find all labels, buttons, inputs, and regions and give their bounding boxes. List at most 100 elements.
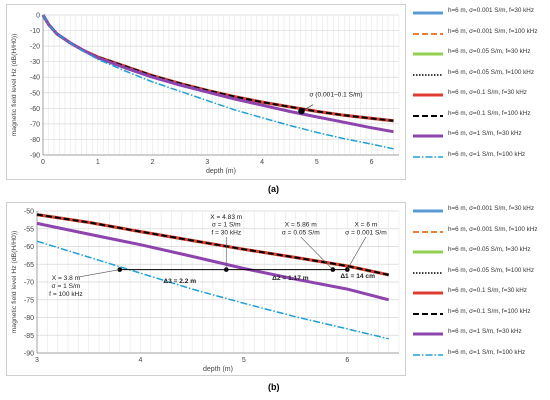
annotation-label: f = 30 kHz xyxy=(211,229,241,236)
legend-item-b: h=6 m, σ=0.001 S/m, f=100 kHz xyxy=(412,225,548,239)
annotation-label: X = 5.86 m xyxy=(285,222,318,229)
legend-swatch xyxy=(413,332,443,336)
legend-swatch xyxy=(413,11,443,15)
legend-label: h=6 m, σ=1 S/m, f=30 kHz xyxy=(448,130,522,137)
y-tick-label: -70 xyxy=(24,280,34,287)
annotation-label: X = 3.8 m xyxy=(52,275,81,282)
x-tick-label: 6 xyxy=(345,357,349,364)
legend-label: h=6 m, σ=0.05 S/m, f=30 kHz xyxy=(448,48,531,55)
legend-label: h=6 m, σ=0.001 S/m, f=30 kHz xyxy=(448,7,534,14)
y-tick-label: -40 xyxy=(30,75,40,82)
annotation-point-marker xyxy=(298,107,305,115)
legend-item-b: h=6 m, σ=1 S/m, f=30 kHz xyxy=(412,327,548,341)
panel-b: -50 -55 -60 -65 -70 -75 -80 -85 -90 3 4 5 6 depth (m)… xyxy=(0,200,550,400)
legend-swatch xyxy=(413,271,443,274)
legend-label: h=6 m, σ=0.05 S/m, f=100 kHz xyxy=(448,68,534,76)
legend-label: h=6 m, σ=0.1 S/m, f=30 kHz xyxy=(448,287,527,294)
x-tick-label: 5 xyxy=(315,159,319,166)
legend-swatch xyxy=(413,73,443,76)
data-point-marker xyxy=(223,267,229,272)
legend-item-a: h=6 m, σ=0.1 S/m, f=100 kHz xyxy=(412,109,548,123)
y-tick-label: -55 xyxy=(24,226,34,233)
legend-item-a: h=6 m, σ=0.1 S/m, f=30 kHz xyxy=(412,88,548,102)
legend-item-a: h=6 m, σ=0.001 S/m, f=30 kHz xyxy=(412,6,548,20)
annotation-label: Δ1 = 14 cm xyxy=(340,273,375,280)
y-tick-label: -80 xyxy=(24,315,34,322)
x-tick-label: 3 xyxy=(35,357,39,364)
legend-item-a: h=6 m, σ=0.05 S/m, f=30 kHz xyxy=(412,47,548,61)
legend-label: h=6 m, σ=0.1 S/m, f=100 kHz xyxy=(448,109,531,117)
legend-label: h=6 m, σ=0.05 S/m, f=100 kHz xyxy=(448,266,534,274)
y-tick-label: -70 xyxy=(30,121,40,128)
annotation-leader-line xyxy=(347,236,367,270)
annotation-leader-line xyxy=(78,269,120,278)
y-tick-label: -75 xyxy=(24,297,34,304)
x-tick-label: 3 xyxy=(205,159,209,166)
legend-item-b: h=6 m, σ=1 S/m, f=100 kHz xyxy=(412,348,548,362)
legend-label: h=6 m, σ=0.001 S/m, f=100 kHz xyxy=(448,27,538,35)
chart-frame-b: -50 -55 -60 -65 -70 -75 -80 -85 -90 3 4 5 6 depth (m)… xyxy=(6,202,406,376)
legend-swatch xyxy=(413,291,443,295)
legend-label: h=6 m, σ=1 S/m, f=100 kHz xyxy=(448,150,526,158)
legend-swatch xyxy=(413,353,443,356)
legend-swatch xyxy=(413,155,443,158)
legend-swatch xyxy=(413,209,443,213)
y-tick-label: -85 xyxy=(24,333,34,340)
legend-label: h=6 m, σ=0.1 S/m, f=30 kHz xyxy=(448,89,527,96)
series-line-6 xyxy=(42,14,394,122)
caption-b: (b) xyxy=(268,382,280,392)
legend-label: h=6 m, σ=0.001 S/m, f=30 kHz xyxy=(448,205,534,212)
line-chart-b: -50 -55 -60 -65 -70 -75 -80 -85 -903 4 5 6 depth (m)… xyxy=(11,209,400,373)
series-line-8 xyxy=(42,14,394,150)
y-tick-label: -50 xyxy=(30,90,40,97)
y-tick-label: -90 xyxy=(24,351,34,358)
x-tick-label: 6 xyxy=(370,159,374,166)
legend-swatch xyxy=(413,93,443,97)
legend-label: h=6 m, σ=0.001 S/m, f=100 kHz xyxy=(448,225,538,233)
y-tick-label: -30 xyxy=(30,59,40,66)
annotation-label: σ = 1 S/m xyxy=(212,222,241,229)
x-tick-label: 1 xyxy=(96,159,100,166)
y-tick-label: -80 xyxy=(30,137,40,144)
legend-item-b: h=6 m, σ=0.1 S/m, f=100 kHz xyxy=(412,307,548,321)
y-tick-label: -50 xyxy=(24,209,34,216)
legend-label: h=6 m, σ=1 S/m, f=30 kHz xyxy=(448,328,522,335)
legend-swatch xyxy=(413,52,443,56)
legend-item-a: h=6 m, σ=1 S/m, f=100 kHz xyxy=(412,150,548,164)
legend-a: h=6 m, σ=0.001 S/m, f=30 kHz h=6 m, σ=0.0… xyxy=(412,6,548,180)
legend-label: h=6 m, σ=0.1 S/m, f=100 kHz xyxy=(448,307,531,315)
y-axis-title: magnetic field level Hz (dB(H/H0)) xyxy=(11,34,18,137)
annotation-label: f = 100 kHz xyxy=(49,291,83,298)
y-tick-label: -65 xyxy=(24,262,34,269)
annotation-label: σ = 1 S/m xyxy=(52,283,81,290)
panel-a: 0 -10 -20 -30 -40 -50 -60 -70 -80 -90 0 1 2 3 4 5 6 depth… xyxy=(6,4,548,194)
series-line-8 xyxy=(36,240,389,340)
annotation-leader-line xyxy=(300,236,334,270)
annotation-label: σ = 0.001 S/m xyxy=(345,229,387,236)
annotation-label: Δ3 = 2.2 m xyxy=(163,278,196,285)
x-axis-title: depth (m) xyxy=(203,366,233,373)
annotation-label: σ = 0.05 S/m xyxy=(282,229,320,236)
x-tick-label: 4 xyxy=(138,357,142,364)
series-line-6 xyxy=(36,213,389,276)
data-point-marker xyxy=(344,267,350,272)
y-tick-label: -10 xyxy=(30,28,40,35)
y-axis-title: magnetic field level Hz (dB(H/H0)) xyxy=(11,231,18,334)
y-tick-label: -60 xyxy=(30,106,40,113)
legend-item-a: h=6 m, σ=1 S/m, f=30 kHz xyxy=(412,129,548,143)
annotation-label: Δ2 = 1.17 m xyxy=(272,275,309,282)
annotation-label: X = 6 m xyxy=(354,222,377,229)
y-tick-label: -90 xyxy=(30,153,40,160)
x-tick-label: 2 xyxy=(151,159,155,166)
legend-item-b: h=6 m, σ=0.1 S/m, f=30 kHz xyxy=(412,286,548,300)
annotation-label: σ (0.001–0.1 S/m) xyxy=(309,92,362,99)
legend-item-a: h=6 m, σ=0.001 S/m, f=100 kHz xyxy=(412,27,548,41)
legend-item-b: h=6 m, σ=0.001 S/m, f=30 kHz xyxy=(412,204,548,218)
legend-item-a: h=6 m, σ=0.05 S/m, f=100 kHz xyxy=(412,68,548,82)
annotation-label: X = 4.83 m xyxy=(210,214,243,221)
legend-swatch xyxy=(413,312,443,315)
series-line-7 xyxy=(36,221,390,302)
legend-swatch xyxy=(413,32,443,35)
x-axis-title: depth (m) xyxy=(206,168,236,175)
legend-swatch xyxy=(413,230,443,233)
